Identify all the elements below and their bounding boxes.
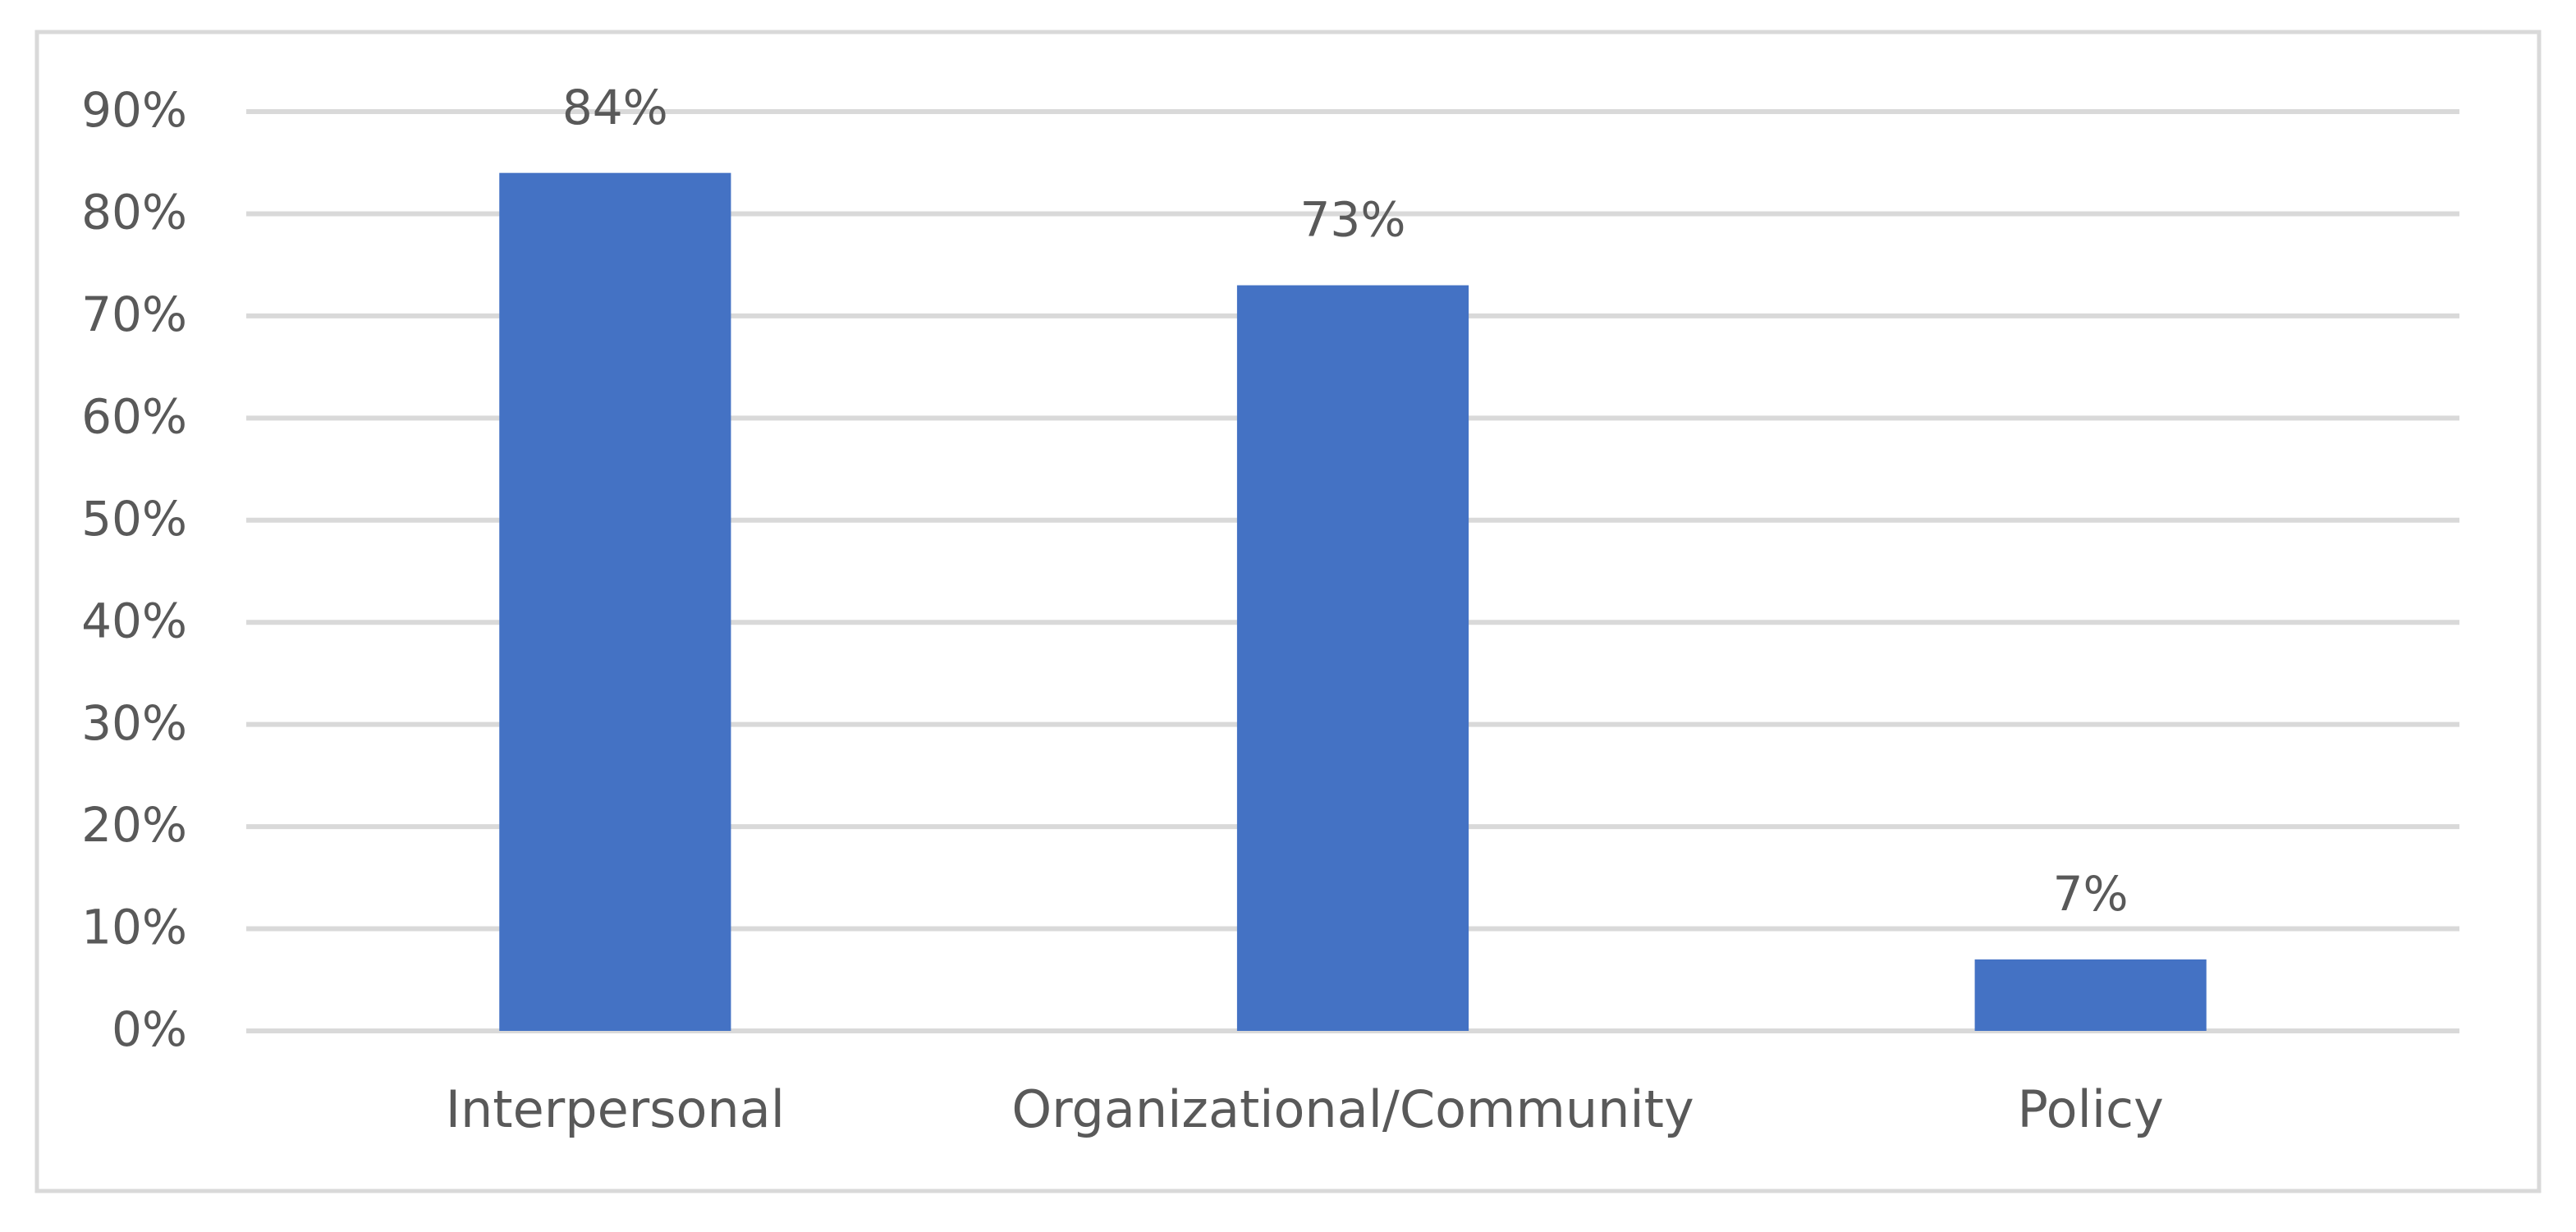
x-tick-label: Organizational/Community [1011, 1079, 1694, 1139]
x-tick-label: Interpersonal [446, 1079, 785, 1139]
y-tick-label: 50% [81, 491, 187, 547]
y-tick-label: 0% [112, 1001, 187, 1057]
y-tick-label: 80% [81, 185, 187, 240]
y-tick-label: 40% [81, 593, 187, 648]
y-tick-label: 60% [81, 388, 187, 444]
y-tick-label: 10% [81, 900, 187, 955]
bar [1974, 959, 2207, 1031]
y-tick-label: 70% [81, 286, 187, 342]
x-tick-label: Policy [2017, 1079, 2163, 1139]
value-label: 73% [1300, 192, 1406, 248]
y-tick-label: 20% [81, 797, 187, 853]
y-tick-label: 30% [81, 695, 187, 751]
bar [499, 172, 731, 1032]
bar [1236, 285, 1469, 1031]
value-label: 84% [562, 80, 668, 135]
value-label: 7% [2053, 866, 2129, 922]
y-tick-label: 90% [81, 82, 187, 138]
